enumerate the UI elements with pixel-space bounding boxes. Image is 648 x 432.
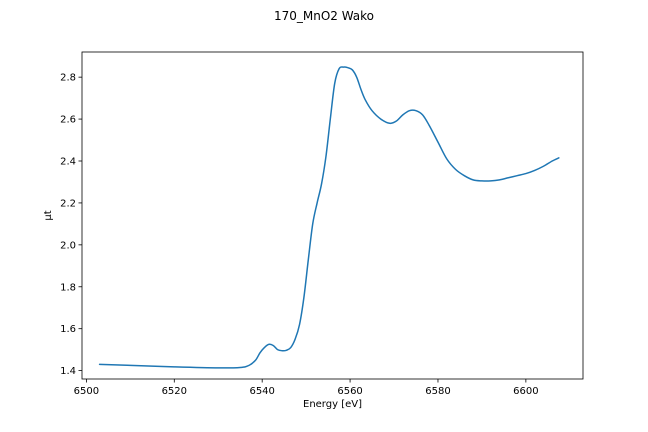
- x-tick-label: 6540: [249, 386, 274, 397]
- y-tick-label: 2.8: [60, 73, 76, 84]
- tick-group: 6500 6520 6540 6560 6580 6600 1.4 1.6 1.8 2.0 2.2 2…: [60, 73, 539, 397]
- y-tick-label: 2.6: [60, 115, 76, 126]
- x-tick-label: 6600: [513, 386, 538, 397]
- y-tick-label: 2.2: [60, 198, 76, 209]
- plot-area: [82, 52, 583, 379]
- series-line: [98, 66, 560, 369]
- y-tick-label: 2.4: [60, 157, 76, 168]
- y-tick-label: 1.6: [60, 324, 76, 335]
- y-tick-label: 1.4: [60, 366, 76, 377]
- y-axis-label: μt: [43, 210, 54, 220]
- chart-title: 170_MnO2 Wako: [274, 9, 374, 23]
- x-tick-label: 6560: [337, 386, 362, 397]
- plot-frame: [81, 51, 584, 380]
- y-tick-label: 2.0: [60, 240, 76, 251]
- y-tick-label: 1.8: [60, 282, 76, 293]
- x-tick-label: 6520: [162, 386, 187, 397]
- x-tick-label: 6500: [74, 386, 99, 397]
- x-tick-label: 6580: [425, 386, 450, 397]
- x-axis-label: Energy [eV]: [303, 399, 362, 410]
